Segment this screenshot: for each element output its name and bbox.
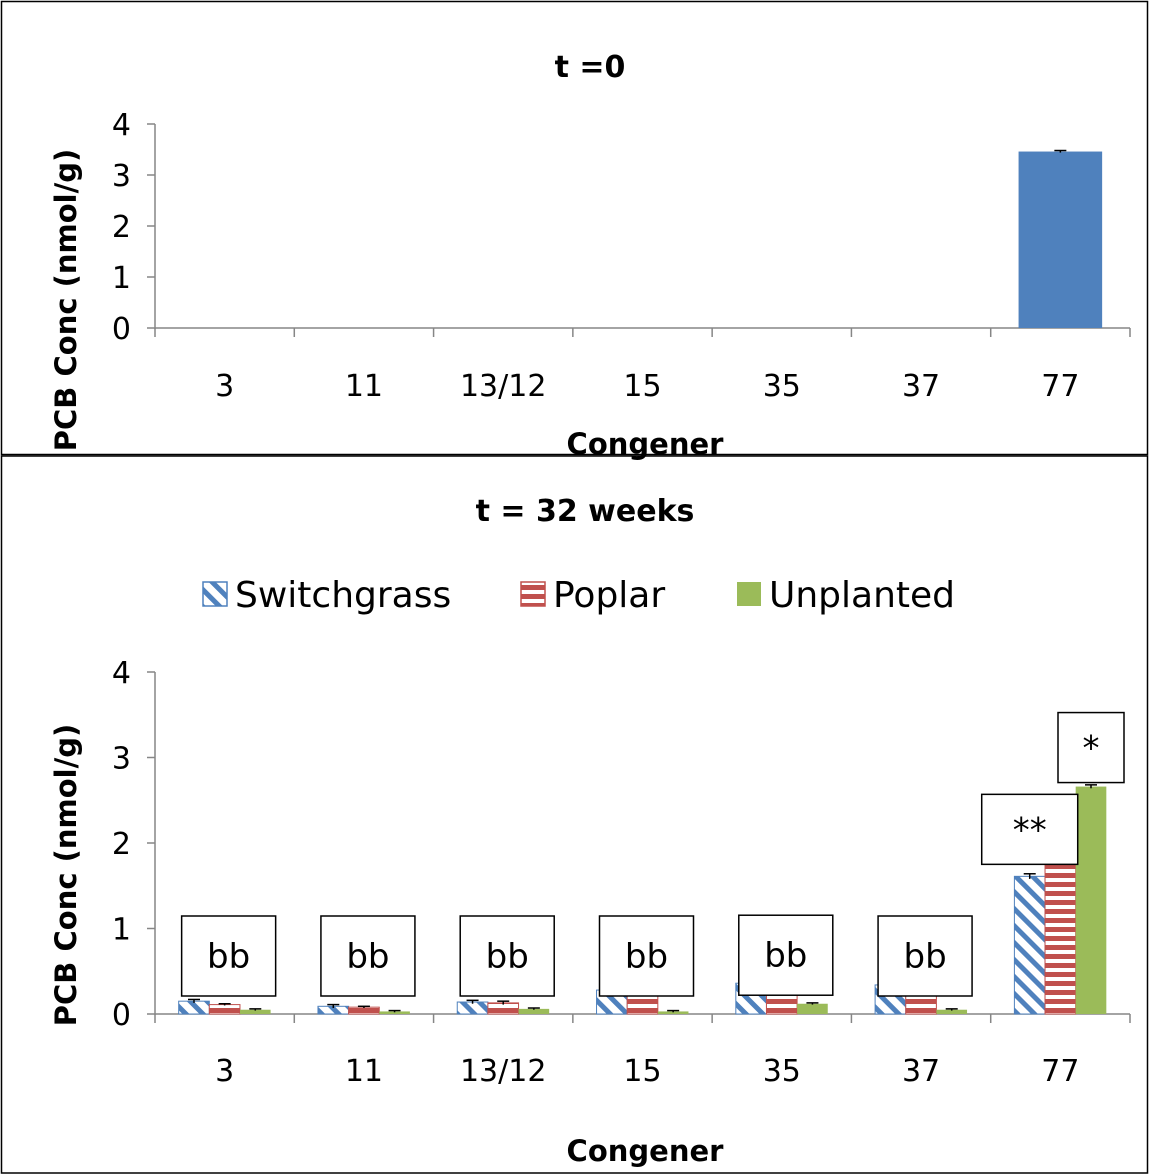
panel-frame-t32 <box>0 455 1149 1174</box>
bar-series-77 <box>1018 151 1103 328</box>
y-tick-label: 3 <box>112 159 131 194</box>
chart-t32-annotations: bb bb bb bb bb bb*** <box>180 711 1125 997</box>
annotation-label: bb <box>486 937 529 977</box>
legend-label-switchgrass: Switchgrass <box>235 575 451 616</box>
panel-frame-t0 <box>0 0 1149 456</box>
legend-swatch-unplanted <box>737 582 761 606</box>
y-tick-label: 0 <box>112 312 131 347</box>
annotation-box <box>1057 711 1125 784</box>
x-tick-label: 15 <box>623 1054 661 1089</box>
bar-switchgrass-3 <box>178 1000 210 1015</box>
chart-t0-x-axis-label: Congener <box>567 427 725 461</box>
chart-t0-y-ticks: 0 1 2 3 4 <box>112 108 155 347</box>
x-tick-label: 11 <box>345 369 383 404</box>
bar-switchgrass-13-12 <box>456 1001 489 1015</box>
legend-label-unplanted: Unplanted <box>769 575 955 616</box>
annotation-label: ** <box>1013 810 1047 850</box>
chart-t32-bars <box>178 784 1107 1015</box>
bar-poplar-77 <box>1044 854 1077 1015</box>
bar-unplanted-77 <box>1075 786 1107 1014</box>
bar-unplanted-37 <box>936 1009 968 1014</box>
bar-unplanted-13-12 <box>518 1008 550 1014</box>
y-tick-label: 2 <box>112 210 131 245</box>
y-tick-label: 0 <box>112 998 131 1033</box>
annotation-label: bb <box>346 937 389 977</box>
x-tick-label: 11 <box>345 1054 383 1089</box>
annotation-box <box>180 915 277 997</box>
y-tick-label: 1 <box>112 261 131 296</box>
legend-label-poplar: Poplar <box>553 575 665 616</box>
chart-t32-y-axis-label: PCB Conc (nmol/g) <box>49 724 83 1026</box>
x-tick-label: 3 <box>215 369 234 404</box>
x-tick-label: 37 <box>902 1054 940 1089</box>
annotation-box <box>598 915 695 997</box>
annotation-label: bb <box>625 937 668 977</box>
annotation-box <box>320 915 416 997</box>
x-tick-label: 13/12 <box>460 1054 546 1089</box>
x-tick-label: 13/12 <box>460 369 546 404</box>
chart-t0-x-ticks: 3 11 13/12 15 35 37 77 <box>154 328 1131 404</box>
chart-t0-bars <box>1018 149 1103 328</box>
x-tick-label: 77 <box>1041 1054 1079 1089</box>
x-tick-label: 15 <box>623 369 661 404</box>
legend: Switchgrass Poplar Unplanted <box>202 575 955 616</box>
annotation-label: bb <box>207 937 250 977</box>
bar-unplanted-11 <box>379 1011 410 1014</box>
annotation-label: bb <box>764 936 807 976</box>
annotation-box <box>738 914 834 996</box>
chart-t32-x-ticks: 3 11 13/12 15 35 37 77 <box>154 1014 1131 1089</box>
chart-t32: t = 32 weeks Switchgrass Poplar Unplante… <box>49 494 1131 1168</box>
bar-unplanted-35 <box>797 1003 828 1014</box>
y-tick-label: 4 <box>112 656 131 691</box>
bar-poplar-3 <box>208 1004 241 1015</box>
y-tick-label: 3 <box>112 742 131 777</box>
chart-t32-y-ticks: 0 1 2 3 4 <box>112 656 155 1033</box>
chart-t32-title: t = 32 weeks <box>476 494 695 529</box>
annotation-label: * <box>1083 729 1100 769</box>
legend-swatch-switchgrass <box>202 581 228 607</box>
annotation-box <box>459 915 555 997</box>
x-tick-label: 37 <box>902 369 940 404</box>
bar-unplanted-15 <box>657 1011 689 1014</box>
chart-t0-title: t =0 <box>555 50 626 85</box>
y-tick-label: 2 <box>112 827 131 862</box>
bar-unplanted-3 <box>239 1009 271 1014</box>
annotation-box <box>877 915 973 997</box>
annotation-box <box>980 793 1079 866</box>
legend-swatch-poplar <box>520 581 546 607</box>
x-tick-label: 3 <box>215 1054 234 1089</box>
chart-t32-x-axis-label: Congener <box>567 1134 725 1168</box>
x-tick-label: 77 <box>1041 369 1079 404</box>
bar-poplar-11 <box>348 1006 380 1015</box>
y-tick-label: 4 <box>112 108 131 143</box>
chart-t0: t =0 0 1 2 3 4 3 11 13/12 15 35 37 77 PCB Conc (nm… <box>49 50 1131 461</box>
y-tick-label: 1 <box>112 913 131 948</box>
annotation-label: bb <box>903 937 946 977</box>
bar-switchgrass-77 <box>1013 875 1046 1015</box>
x-tick-label: 35 <box>763 369 801 404</box>
x-tick-label: 35 <box>763 1054 801 1089</box>
chart-t0-y-axis-label: PCB Conc (nmol/g) <box>49 149 83 451</box>
